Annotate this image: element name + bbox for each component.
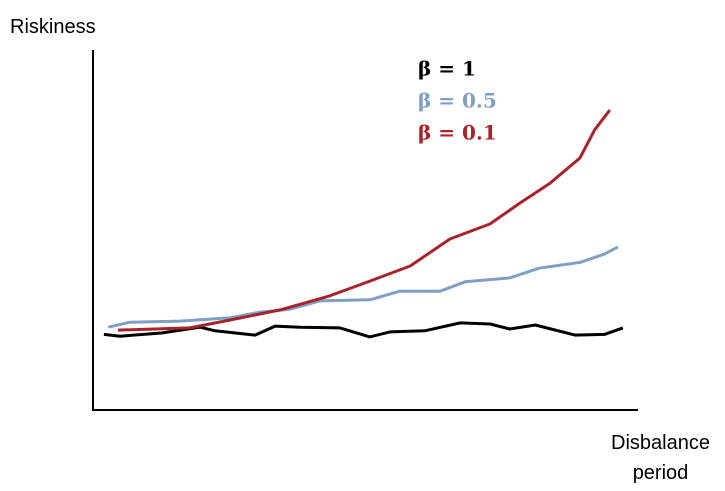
legend-entry: β = 0.1 (418, 121, 497, 145)
series-line (103, 321, 624, 339)
y-axis-label: Riskiness (10, 16, 96, 38)
legend-entry: β = 0.5 (418, 89, 497, 113)
series-line (117, 109, 611, 332)
legend-entry: β = 1 (418, 57, 476, 81)
series-line (107, 245, 619, 329)
x-axis-label: Disbalance period (611, 432, 710, 484)
